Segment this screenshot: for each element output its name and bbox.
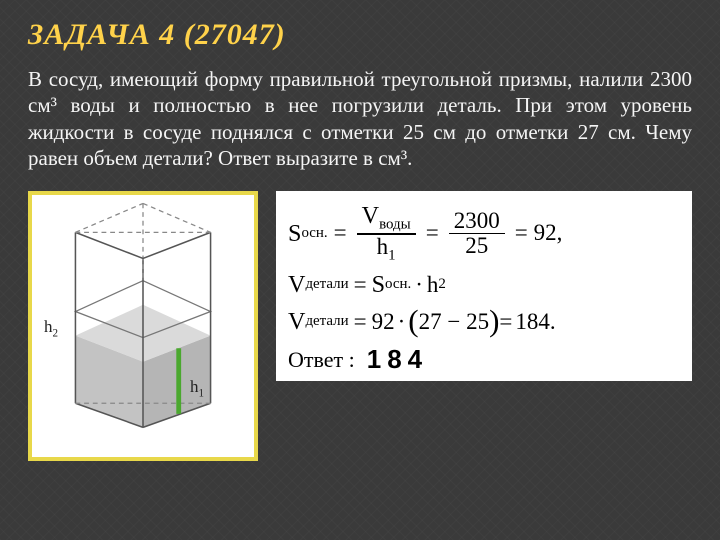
formulas-panel: Sосн. = Vводы h1 = 2300 25 = 92, Vдетали… [276,191,692,381]
problem-title: ЗАДАЧА 4 (27047) [28,18,692,52]
h1-label: h1 [190,377,204,399]
problem-text: В сосуд, имеющий форму правильной треуго… [28,66,692,171]
prism-svg [32,195,254,457]
prism-diagram: h2 h1 [28,191,258,461]
answer-row: Ответ : 184 [288,346,680,373]
formula-1: Sосн. = Vводы h1 = 2300 25 = 92, [288,203,680,264]
content-row: h2 h1 Sосн. = Vводы h1 = 2300 25 = 92, V… [28,191,692,461]
answer-label: Ответ : [288,348,355,371]
answer-value: 184 [367,346,428,373]
formula-3: Vдетали = 92 · ( 27 − 25 ) = 184. [288,305,680,338]
formula-2: Vдетали = Sосн. · h2 [288,272,680,297]
h2-label: h2 [44,317,58,339]
